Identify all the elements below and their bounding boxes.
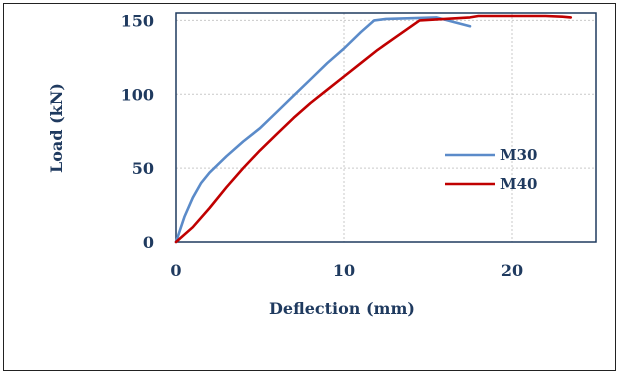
plot-area-border xyxy=(175,12,597,243)
y-axis-title: Load (kN) xyxy=(47,83,66,173)
outer-frame xyxy=(3,3,616,371)
y-tick-label: 50 xyxy=(132,159,154,178)
legend-label-m30: M30 xyxy=(500,146,537,164)
y-tick-label: 150 xyxy=(121,11,154,30)
legend: M30 M40 xyxy=(445,146,537,193)
legend-label-m40: M40 xyxy=(500,175,537,193)
series-line-m30 xyxy=(174,16,472,244)
x-tick-label: 10 xyxy=(333,261,355,280)
y-tick-label: 100 xyxy=(121,85,154,104)
series-layer xyxy=(174,14,573,244)
series-line-m40 xyxy=(174,14,573,244)
y-tick-label: 0 xyxy=(143,233,154,252)
tick-labels: 0 10 20 0 50 100 150 xyxy=(121,11,524,280)
x-tick-label: 20 xyxy=(501,261,523,280)
x-axis-title: Deflection (mm) xyxy=(269,299,415,318)
x-tick-label: 0 xyxy=(170,261,181,280)
